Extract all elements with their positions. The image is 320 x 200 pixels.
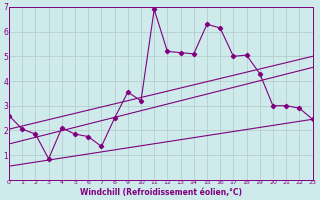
X-axis label: Windchill (Refroidissement éolien,°C): Windchill (Refroidissement éolien,°C) — [80, 188, 242, 197]
